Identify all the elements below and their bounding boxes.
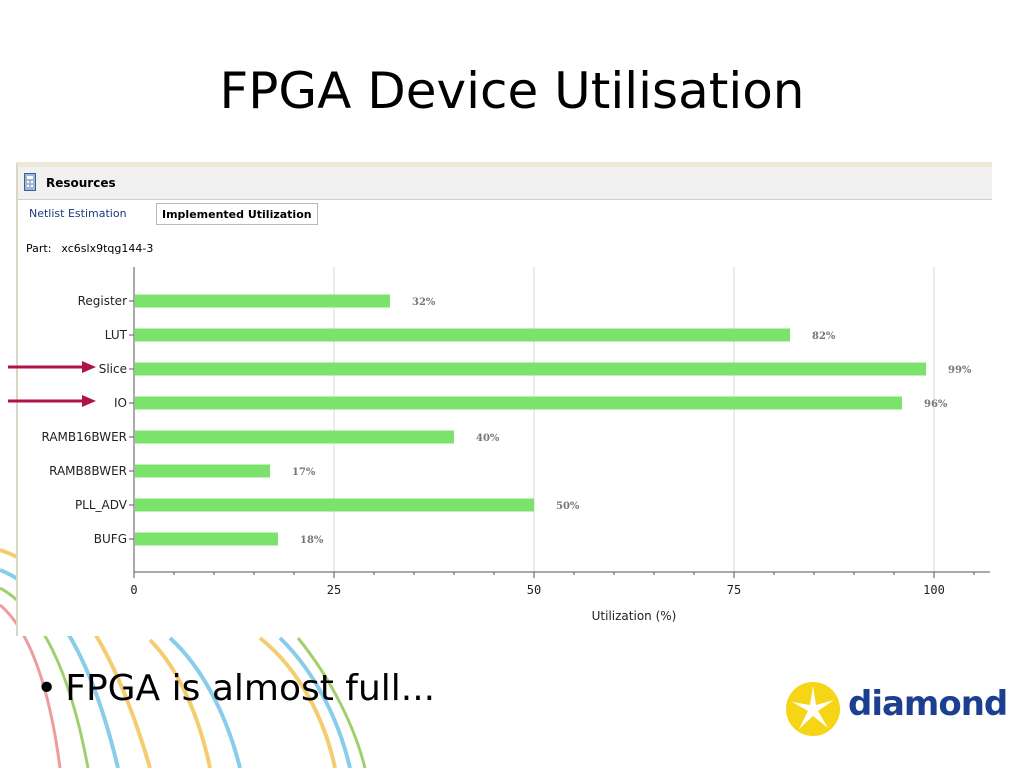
bar-data-label: 82% — [812, 331, 836, 342]
category-label: IO — [114, 396, 127, 410]
bar — [135, 464, 270, 478]
bar — [135, 362, 926, 376]
resources-window: Resources Netlist Estimation Implemented… — [16, 162, 992, 636]
bar-data-label: 17% — [292, 467, 316, 478]
x-axis-title: Utilization (%) — [592, 609, 677, 623]
panel-title: Resources — [46, 176, 116, 190]
bar — [135, 294, 390, 308]
x-tick-label: 0 — [130, 583, 137, 597]
category-label: PLL_ADV — [75, 498, 128, 512]
bar-data-label: 40% — [476, 433, 500, 444]
bar-data-label: 96% — [924, 399, 948, 410]
arrow-head-icon — [82, 361, 96, 373]
part-value: xc6slx9tqg144-3 — [61, 242, 154, 255]
bar-data-label: 18% — [300, 535, 324, 546]
tab-netlist-estimation[interactable]: Netlist Estimation — [29, 207, 127, 220]
bar-data-label: 99% — [948, 365, 972, 376]
category-label: Register — [78, 294, 127, 308]
tab-implemented-utilization[interactable]: Implemented Utilization — [156, 203, 318, 225]
utilization-bar-chart: 0 25 50 75 100 Utilization (%) Register 32% LUT 8… — [41, 267, 990, 623]
diamond-logo: diamond — [782, 676, 1008, 746]
category-label: RAMB16BWER — [41, 430, 127, 444]
x-tick-label: 100 — [923, 583, 945, 597]
diamond-sun-icon — [786, 682, 840, 736]
bar — [135, 328, 790, 342]
bar — [135, 396, 902, 410]
resources-icon — [24, 173, 36, 191]
bar-data-label: 50% — [556, 501, 580, 512]
category-label: LUT — [105, 328, 128, 342]
category-label: RAMB8BWER — [49, 464, 127, 478]
x-tick-label: 50 — [527, 583, 541, 597]
bar — [135, 430, 454, 444]
plot-area — [134, 267, 990, 572]
bullet-item: • FPGA is almost full... — [36, 668, 435, 709]
category-label: Slice — [99, 362, 127, 376]
bar — [135, 498, 534, 512]
highlight-arrows — [8, 361, 96, 407]
part-label: Part: — [26, 242, 52, 255]
bullet-dot: • — [36, 668, 58, 709]
category-label: BUFG — [94, 532, 127, 546]
slide-title: FPGA Device Utilisation — [219, 62, 805, 120]
resources-panel-header: Resources — [18, 167, 992, 200]
bar-data-label: 32% — [412, 297, 436, 308]
part-info: Part: xc6slx9tqg144-3 — [26, 242, 153, 255]
arrow-head-icon — [82, 395, 96, 407]
x-tick-label: 25 — [327, 583, 341, 597]
bullet-text: FPGA is almost full... — [65, 668, 436, 709]
logo-text: diamond — [848, 684, 1008, 724]
bar — [135, 532, 278, 546]
x-tick-label: 75 — [727, 583, 741, 597]
